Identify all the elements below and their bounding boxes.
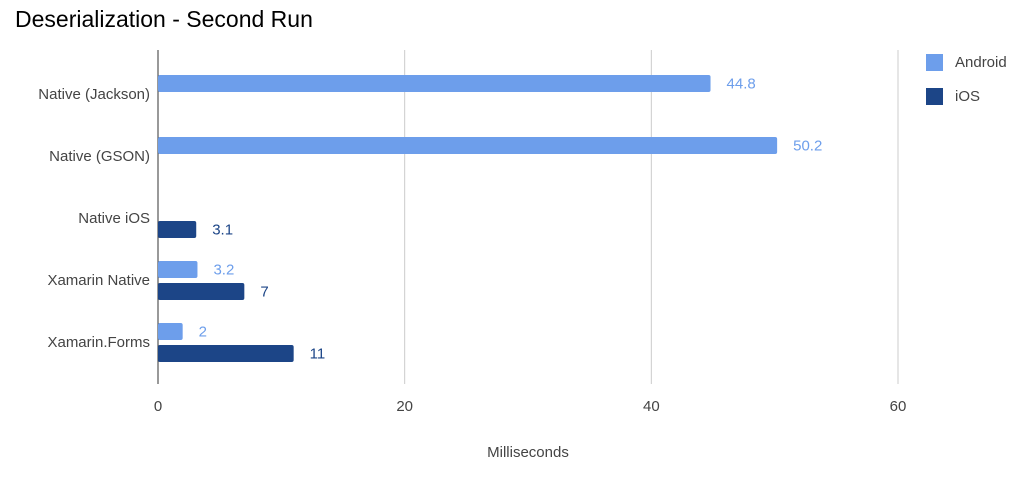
chart-title: Deserialization - Second Run (15, 6, 313, 32)
legend-label: Android (955, 54, 1007, 71)
y-tick-label: Xamarin Native (47, 272, 150, 289)
data-label: 2 (199, 323, 207, 340)
legend-swatch (926, 88, 943, 105)
bar (158, 221, 197, 238)
x-tick-label: 20 (396, 398, 413, 415)
x-tick-label: 0 (154, 398, 162, 415)
x-tick-label: 60 (890, 398, 907, 415)
bar (158, 137, 778, 154)
data-label: 11 (310, 345, 326, 362)
y-tick-label: Native (Jackson) (38, 86, 150, 103)
bar (158, 323, 183, 340)
data-label: 44.8 (727, 75, 756, 92)
data-label: 50.2 (793, 137, 822, 154)
data-label: 7 (260, 283, 268, 300)
bar (158, 261, 198, 278)
y-tick-label: Native (GSON) (49, 148, 150, 165)
y-tick-label: Xamarin.Forms (47, 334, 150, 351)
y-tick-label: Native iOS (78, 210, 150, 227)
data-label: 3.2 (213, 261, 234, 278)
data-label: 3.1 (212, 221, 233, 238)
x-axis-label: Milliseconds (487, 444, 569, 461)
bar (158, 283, 245, 300)
bar (158, 75, 711, 92)
x-tick-label: 40 (643, 398, 660, 415)
bar (158, 345, 294, 362)
legend-swatch (926, 54, 943, 71)
legend-label: iOS (955, 88, 980, 105)
